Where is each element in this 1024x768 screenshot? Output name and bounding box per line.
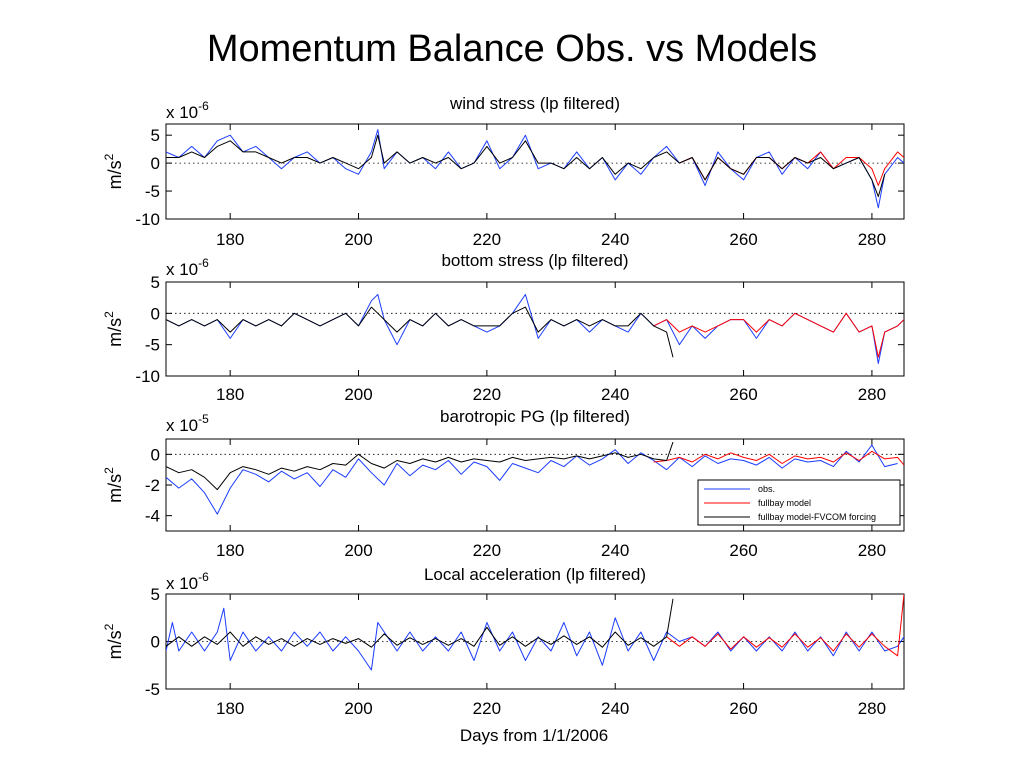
- y-tick-label: -4: [145, 507, 160, 526]
- page-title: Momentum Balance Obs. vs Models: [206, 28, 818, 70]
- y-axis-label: m/s2: [102, 467, 125, 503]
- y-tick-label: 0: [151, 633, 160, 652]
- plot-panel-4: 180 200 220 240 260 280 5 0 -5 Local acceleration…: [102, 565, 905, 718]
- series-group: [166, 129, 904, 209]
- y-tick-label: -10: [135, 210, 160, 229]
- y-axis-label: m/s2: [102, 623, 125, 659]
- x-tick-label: 200: [344, 385, 372, 404]
- exponent-label: x 10-6: [166, 570, 209, 593]
- series-line-fullbay-model: [679, 151, 904, 186]
- exponent-sup: -6: [198, 99, 209, 113]
- y-label-sup: 2: [102, 153, 116, 160]
- axes-box: [165, 123, 905, 220]
- y-tick-label: -5: [145, 680, 160, 699]
- x-tick-label: 220: [473, 699, 501, 718]
- x-tick-label: 220: [473, 230, 501, 249]
- y-axis-label: m/s2: [102, 311, 125, 347]
- series-line-obs: [166, 444, 898, 515]
- x-tick-label: 240: [601, 385, 629, 404]
- x-tick-label: 280: [858, 541, 886, 560]
- exponent-sup: -6: [198, 570, 209, 584]
- x-tick-label: 260: [729, 230, 757, 249]
- exponent-label: x 10-6: [166, 99, 209, 122]
- y-tick-label: 5: [151, 585, 160, 604]
- y-label-sup: 2: [102, 311, 116, 318]
- x-tick-label: 180: [216, 541, 244, 560]
- series-line-fullbay-model: [653, 312, 904, 358]
- y-tick-label: -10: [135, 367, 160, 386]
- exponent-sup: -5: [198, 412, 209, 426]
- x-tick-label: 280: [858, 230, 886, 249]
- legend: obs. fullbay model fullbay model-FVCOM for…: [697, 479, 901, 526]
- x-tick-label: 260: [729, 699, 757, 718]
- x-tick-label: 260: [729, 385, 757, 404]
- y-label-sup: 2: [102, 623, 116, 630]
- plot-panel-2: 180 200 220 240 260 280 5 0 -5 -10 bottom stress (…: [102, 251, 905, 404]
- y-tick-label: 0: [151, 154, 160, 173]
- x-tick-label: 200: [344, 699, 372, 718]
- x-tick-label: 180: [216, 699, 244, 718]
- panel-title: barotropic PG (lp filtered): [440, 407, 630, 426]
- exponent-base: x 10: [166, 416, 198, 435]
- series-line-obs: [166, 294, 904, 364]
- exponent-base: x 10: [166, 103, 198, 122]
- panel-title: bottom stress (lp filtered): [441, 251, 628, 270]
- y-label-base: m/s: [105, 474, 125, 503]
- y-tick-label: -5: [145, 336, 160, 355]
- x-axis-label: Days from 1/1/2006: [460, 726, 608, 745]
- y-label-base: m/s: [105, 318, 125, 347]
- series-group: [166, 294, 904, 364]
- x-tick-label: 240: [601, 230, 629, 249]
- exponent-base: x 10: [166, 260, 198, 279]
- x-tick-label: 240: [601, 541, 629, 560]
- panel-title: Local acceleration (lp filtered): [424, 565, 646, 584]
- exponent-label: x 10-6: [166, 256, 209, 279]
- series-group: [166, 441, 904, 515]
- y-tick-label: -2: [145, 476, 160, 495]
- panel-title: wind stress (lp filtered): [449, 94, 620, 113]
- exponent-base: x 10: [166, 574, 198, 593]
- x-tick-label: 200: [344, 541, 372, 560]
- series-line-obs: [166, 129, 904, 209]
- y-tick-label: -5: [145, 182, 160, 201]
- y-tick-label: 5: [151, 273, 160, 292]
- series-group: [166, 594, 904, 671]
- series-line-fvcom-forcing: [166, 134, 886, 198]
- y-axis-label: m/s2: [102, 153, 125, 189]
- x-tick-label: 260: [729, 541, 757, 560]
- x-tick-label: 180: [216, 385, 244, 404]
- y-label-base: m/s: [105, 160, 125, 189]
- series-line-obs: [166, 607, 904, 671]
- y-tick-label: 0: [151, 445, 160, 464]
- x-tick-label: 220: [473, 541, 501, 560]
- y-tick-label: 5: [151, 126, 160, 145]
- x-tick-label: 220: [473, 385, 501, 404]
- plot-panel-3: 180 200 220 240 260 280 0 -2 -4 barotropic PG (lp…: [102, 407, 905, 560]
- x-tick-label: 180: [216, 230, 244, 249]
- legend-label: fullbay model-FVCOM forcing: [758, 512, 876, 522]
- exponent-sup: -6: [198, 256, 209, 270]
- x-tick-label: 200: [344, 230, 372, 249]
- x-tick-label: 240: [601, 699, 629, 718]
- exponent-label: x 10-5: [166, 412, 209, 435]
- plot-panel-1: 180 200 220 240 260 280 5 0 -5 -10 wind stress (lp…: [102, 94, 905, 249]
- series-line-fullbay-model: [653, 450, 904, 466]
- legend-label: obs.: [758, 484, 775, 494]
- y-label-sup: 2: [102, 467, 116, 474]
- y-label-base: m/s: [105, 630, 125, 659]
- y-tick-label: 0: [151, 304, 160, 323]
- series-line-fvcom-forcing: [166, 306, 674, 358]
- series-line-fullbay-model: [666, 594, 904, 657]
- axes-box: [165, 281, 905, 377]
- series-line-fvcom-forcing: [166, 598, 674, 648]
- x-tick-label: 280: [858, 699, 886, 718]
- series-line-fvcom-forcing: [166, 441, 674, 491]
- legend-label: fullbay model: [758, 498, 811, 508]
- x-tick-label: 280: [858, 385, 886, 404]
